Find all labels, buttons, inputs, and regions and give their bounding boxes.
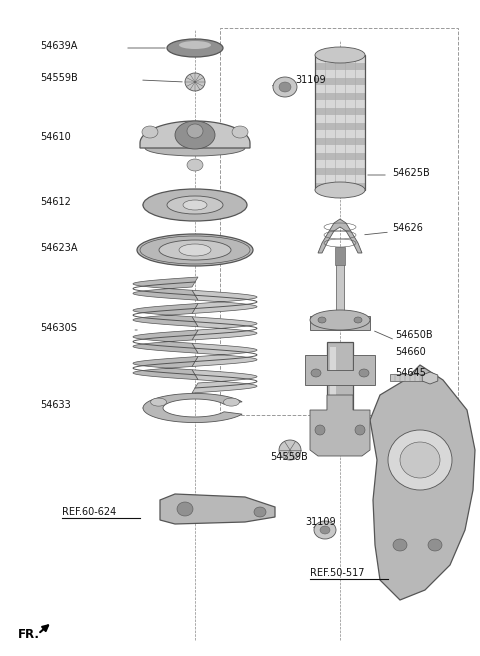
Text: 54623A: 54623A (40, 243, 77, 253)
Bar (336, 258, 344, 322)
Polygon shape (192, 290, 257, 314)
Ellipse shape (354, 317, 362, 323)
Ellipse shape (254, 507, 266, 517)
Text: 54610: 54610 (40, 132, 71, 142)
Ellipse shape (159, 240, 231, 260)
Ellipse shape (179, 41, 211, 49)
Text: 54559B: 54559B (40, 73, 78, 83)
Bar (315, 77, 365, 85)
Ellipse shape (137, 234, 253, 266)
Polygon shape (192, 370, 257, 393)
Polygon shape (133, 330, 198, 353)
Text: 54612: 54612 (40, 197, 71, 207)
Ellipse shape (318, 317, 326, 323)
Ellipse shape (311, 369, 321, 377)
Ellipse shape (167, 39, 223, 57)
Bar (315, 167, 365, 175)
Ellipse shape (223, 398, 240, 406)
Ellipse shape (273, 77, 297, 97)
Bar (315, 182, 365, 190)
Ellipse shape (428, 539, 442, 551)
Ellipse shape (315, 47, 365, 63)
Text: 31109: 31109 (295, 75, 325, 85)
Ellipse shape (177, 502, 193, 516)
Polygon shape (305, 355, 375, 385)
Polygon shape (370, 365, 475, 600)
Polygon shape (310, 395, 370, 456)
Ellipse shape (179, 244, 211, 256)
Text: 54660: 54660 (395, 347, 426, 357)
Bar (315, 100, 365, 108)
Ellipse shape (388, 430, 452, 490)
Ellipse shape (400, 442, 440, 478)
Text: 54650B: 54650B (395, 330, 432, 340)
Bar (315, 92, 365, 100)
Bar (310, 316, 370, 330)
Polygon shape (192, 317, 257, 340)
Bar (315, 55, 365, 62)
Text: REF.50-517: REF.50-517 (310, 568, 364, 578)
Bar (315, 152, 365, 160)
Ellipse shape (315, 182, 365, 198)
Text: 31109: 31109 (305, 517, 336, 527)
Ellipse shape (187, 124, 203, 138)
Bar (315, 123, 365, 130)
Ellipse shape (314, 521, 336, 539)
Bar (330, 347, 336, 447)
Ellipse shape (310, 310, 370, 330)
Ellipse shape (175, 121, 215, 149)
Ellipse shape (315, 425, 325, 435)
Ellipse shape (393, 539, 407, 551)
Text: 54645: 54645 (395, 368, 426, 378)
Text: 54633: 54633 (40, 400, 71, 410)
Ellipse shape (187, 159, 203, 171)
Bar (315, 138, 365, 145)
Polygon shape (140, 121, 250, 148)
Ellipse shape (145, 140, 245, 156)
Polygon shape (133, 304, 198, 327)
Ellipse shape (143, 189, 247, 221)
Ellipse shape (151, 398, 167, 406)
Bar (315, 115, 365, 123)
Ellipse shape (279, 82, 291, 92)
Ellipse shape (167, 196, 223, 214)
Bar (315, 70, 365, 77)
Polygon shape (160, 494, 275, 524)
Bar (315, 175, 365, 182)
Bar (315, 160, 365, 167)
Polygon shape (192, 343, 257, 367)
Ellipse shape (320, 526, 330, 534)
Text: 54626: 54626 (392, 223, 423, 233)
Ellipse shape (185, 73, 205, 91)
Ellipse shape (279, 440, 301, 460)
Text: 54559B: 54559B (270, 452, 308, 462)
Bar (315, 62, 365, 70)
Bar (220, 28, 458, 415)
Ellipse shape (183, 200, 207, 210)
Ellipse shape (355, 425, 365, 435)
Polygon shape (143, 394, 242, 422)
Polygon shape (422, 372, 438, 384)
Text: 54639A: 54639A (40, 41, 77, 51)
Bar (335, 247, 345, 265)
Bar (315, 85, 365, 92)
Bar (315, 145, 365, 152)
Ellipse shape (142, 126, 158, 138)
Polygon shape (318, 219, 362, 253)
Polygon shape (133, 356, 198, 380)
Text: REF.60-624: REF.60-624 (62, 507, 116, 517)
Text: FR.: FR. (18, 628, 40, 642)
Bar (315, 108, 365, 115)
Bar (315, 55, 365, 190)
Polygon shape (133, 277, 198, 300)
Text: 54630S: 54630S (40, 323, 77, 333)
Ellipse shape (232, 126, 248, 138)
Bar (327, 342, 353, 452)
Text: 54625B: 54625B (392, 168, 430, 178)
Bar (315, 130, 365, 138)
Ellipse shape (359, 369, 369, 377)
Bar (390, 374, 430, 381)
